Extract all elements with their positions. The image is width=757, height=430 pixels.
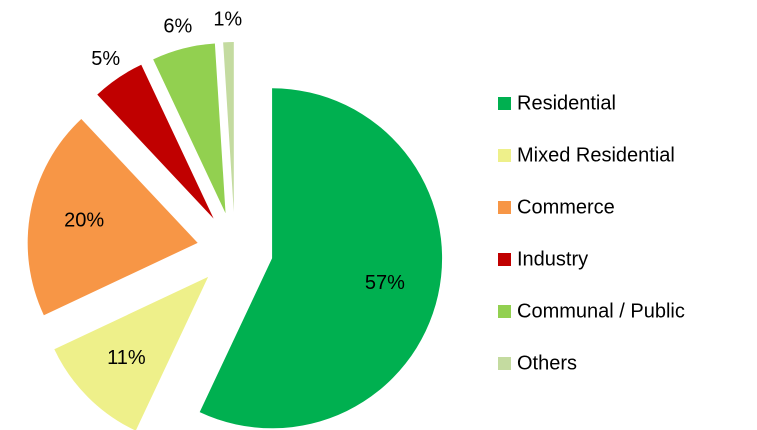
- pie-slice: [199, 88, 443, 429]
- legend-label: Commerce: [517, 196, 615, 218]
- data-label: 11%: [107, 347, 146, 369]
- legend-label: Mixed Residential: [517, 144, 675, 166]
- pie-slice: [97, 64, 214, 219]
- legend-label: Industry: [517, 248, 588, 270]
- data-label: 6%: [163, 16, 192, 38]
- legend-swatch: [498, 201, 511, 214]
- pie-slice: [54, 276, 209, 430]
- legend-swatch: [498, 357, 511, 370]
- data-label: 1%: [213, 8, 242, 30]
- data-label: 5%: [91, 48, 120, 70]
- legend-label: Communal / Public: [517, 300, 685, 322]
- pie-slice: [223, 42, 234, 213]
- legend-label: Others: [517, 352, 577, 374]
- legend-swatch: [498, 149, 511, 162]
- legend-swatch: [498, 305, 511, 318]
- legend-label: Residential: [517, 92, 616, 114]
- pie-slice: [153, 43, 226, 214]
- legend-swatch: [498, 253, 511, 266]
- legend-swatch: [498, 97, 511, 110]
- data-label: 20%: [64, 209, 104, 231]
- pie-slice: [27, 118, 198, 316]
- data-label: 57%: [365, 272, 405, 294]
